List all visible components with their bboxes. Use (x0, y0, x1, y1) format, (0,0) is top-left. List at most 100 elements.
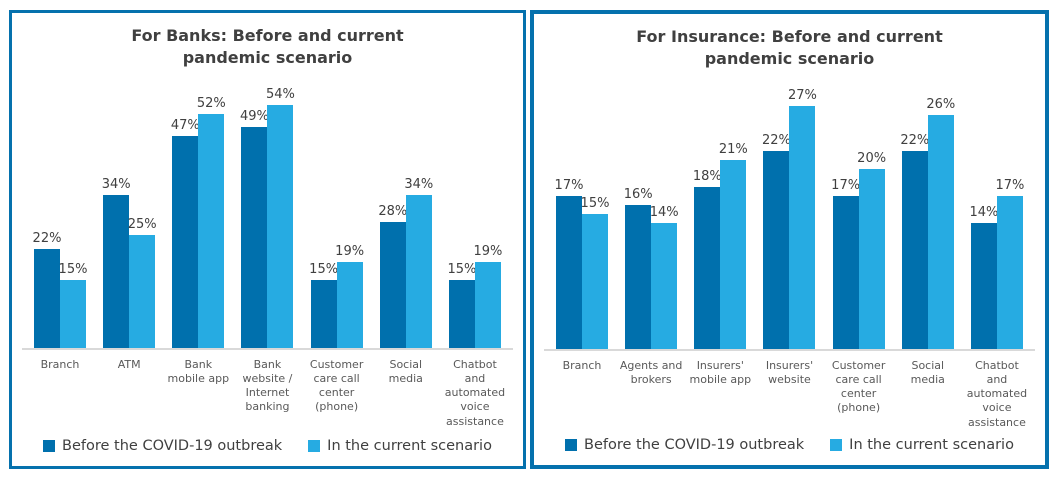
bar: 34% (101, 176, 131, 349)
bar-value-label: 27% (788, 87, 817, 103)
plot-area: 17% 15% 16% 14% 18% 21% 22% 27% 17% 20% 22% 26% 14% 1… (544, 79, 1035, 352)
bar-value-label: 19% (473, 243, 503, 259)
bar-rect (556, 196, 582, 350)
chart-legend: Before the COVID-19 outbreak In the curr… (22, 432, 513, 458)
bar-rect (694, 187, 721, 350)
bar: 47% (170, 117, 200, 349)
bar-rect (625, 205, 652, 350)
bar: 22% (900, 132, 930, 350)
legend-label-before: Before the COVID-19 outbreak (584, 437, 805, 453)
bar-rect (720, 160, 747, 350)
category-label: Branch (562, 359, 602, 373)
bar-rect (103, 195, 130, 349)
bar-value-label: 34% (404, 176, 434, 192)
insurance-chart-panel: For Insurance: Before and current pandem… (530, 10, 1049, 469)
category-label: Insurers' mobile app (689, 359, 752, 387)
bar-value-label: 22% (32, 230, 62, 246)
bar: 49% (240, 109, 269, 349)
bar-group: 16% 14% (618, 187, 684, 350)
bar-rect (34, 249, 60, 349)
category-label: Customer care call center (phone) (831, 359, 886, 415)
bar: 22% (762, 132, 791, 350)
bar-rect (241, 127, 268, 349)
category-label: Bank website / Internet banking (242, 358, 293, 414)
bar-value-label: 22% (900, 132, 930, 148)
legend-swatch-current (830, 439, 843, 451)
bar-rect (789, 106, 816, 350)
bar-rect (60, 280, 86, 349)
legend-item-current: In the current scenario (308, 438, 492, 454)
legend-swatch-before (565, 439, 578, 451)
chart-title: For Insurance: Before and current pandem… (636, 27, 943, 68)
bar: 54% (266, 86, 295, 349)
chart-title: For Banks: Before and current pandemic s… (131, 26, 404, 67)
bar-value-label: 19% (335, 243, 365, 259)
bar-value-label: 34% (101, 176, 131, 192)
bar-value-label: 54% (266, 86, 295, 102)
bar: 26% (926, 97, 955, 350)
legend-item-before: Before the COVID-19 outbreak (43, 438, 282, 454)
bar: 19% (335, 243, 365, 349)
bar-value-label: 17% (554, 177, 584, 193)
category-label: Chatbot and automated voice assistance (444, 358, 506, 428)
bar-value-label: 21% (718, 141, 748, 157)
bar-value-label: 14% (969, 204, 999, 220)
category-axis: Branch ATM Bank mobile app Bank website / I… (22, 358, 513, 428)
bar-rect (129, 235, 156, 349)
bar: 52% (196, 95, 226, 349)
bar-rect (582, 214, 608, 350)
bar: 14% (969, 204, 999, 350)
bar-value-label: 22% (762, 132, 791, 148)
bar-value-label: 52% (196, 95, 226, 111)
category-label: Insurers' website (765, 359, 814, 387)
bar-value-label: 18% (692, 168, 722, 184)
bar-value-label: 25% (127, 216, 157, 232)
bar-value-label: 17% (995, 177, 1025, 193)
bar-rect (267, 105, 294, 349)
bar: 17% (831, 177, 861, 350)
bar: 14% (650, 205, 679, 350)
category-label: Social media (388, 358, 423, 386)
bar-rect (651, 223, 678, 350)
bar-group: 17% 20% (826, 151, 892, 350)
bar-rect (198, 114, 225, 349)
bar-rect (405, 195, 432, 349)
bar-rect (379, 222, 406, 349)
bar-rect (310, 280, 337, 349)
bar-group: 14% 17% (964, 178, 1030, 350)
bar-rect (996, 196, 1023, 350)
bar: 16% (623, 186, 653, 350)
category-label: Branch (40, 358, 80, 372)
legend-item-before: Before the COVID-19 outbreak (565, 437, 804, 453)
bar-rect (970, 223, 997, 350)
bar-value-label: 28% (378, 203, 408, 219)
bar: 15% (58, 261, 88, 349)
bar-rect (832, 196, 859, 350)
banks-chart-panel: For Banks: Before and current pandemic s… (9, 10, 526, 469)
bar-rect (763, 151, 790, 350)
legend-item-current: In the current scenario (830, 437, 1014, 453)
bar-group: 47% 52% (165, 96, 231, 349)
bar-rect (901, 151, 928, 350)
bar-rect (858, 169, 885, 350)
bar-value-label: 15% (309, 261, 339, 277)
bar-group: 18% 21% (687, 142, 753, 350)
bar-value-label: 47% (170, 117, 200, 133)
bar-group: 28% 34% (373, 177, 439, 349)
bar: 18% (692, 168, 722, 350)
bar-value-label: 16% (623, 186, 653, 202)
bar: 15% (447, 262, 476, 349)
bar-group: 34% 25% (96, 177, 162, 349)
bar-value-label: 17% (831, 177, 861, 193)
bar-group: 22% 26% (895, 97, 961, 350)
bar-value-label: 20% (857, 150, 887, 166)
bar: 15% (309, 261, 339, 349)
category-label: Agents and brokers (619, 359, 683, 387)
bar: 25% (127, 216, 157, 349)
bar-value-label: 15% (580, 195, 610, 211)
category-axis: Branch Agents and brokers Insurers' mobile… (544, 359, 1035, 429)
bar-rect (172, 136, 199, 349)
bar-value-label: 15% (58, 261, 88, 277)
bar: 17% (995, 177, 1025, 350)
